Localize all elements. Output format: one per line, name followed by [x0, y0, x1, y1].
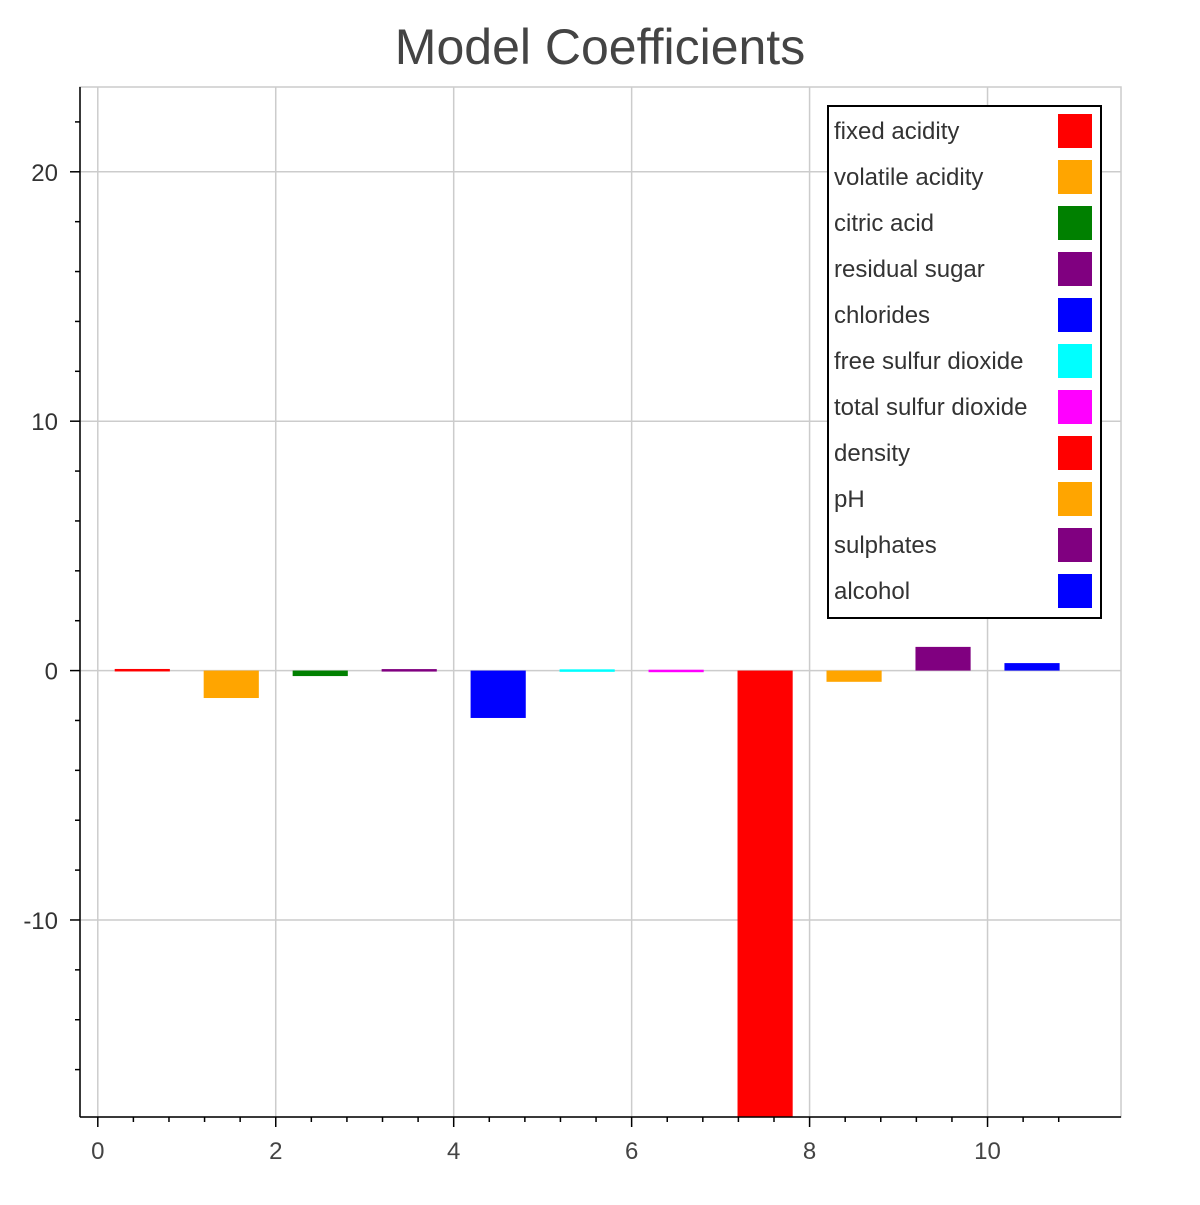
- legend-swatch: [1058, 114, 1092, 148]
- bar-10: [915, 646, 971, 671]
- legend-swatch: [1058, 390, 1092, 424]
- legend-swatch: [1058, 344, 1092, 378]
- legend-swatch: [1058, 482, 1092, 516]
- bar-1: [114, 668, 170, 672]
- legend-swatch: [1058, 252, 1092, 286]
- legend-swatch: [1058, 436, 1092, 470]
- bar-8: [737, 670, 793, 1117]
- legend-label: residual sugar: [834, 256, 985, 283]
- legend-label: fixed acidity: [834, 118, 959, 145]
- x-tick-label: 8: [803, 1138, 816, 1165]
- bar-9: [826, 670, 882, 682]
- y-tick-label: 0: [45, 659, 58, 686]
- legend-swatch: [1058, 574, 1092, 608]
- legend-label: total sulfur dioxide: [834, 394, 1027, 421]
- bar-11: [1004, 663, 1060, 671]
- legend-swatch: [1058, 528, 1092, 562]
- legend-label: alcohol: [834, 578, 910, 605]
- y-tick-label: 20: [31, 160, 58, 187]
- x-tick-label: 2: [269, 1138, 282, 1165]
- bar-7: [648, 669, 704, 673]
- bar-3: [292, 670, 348, 677]
- legend-label: free sulfur dioxide: [834, 348, 1023, 375]
- legend-swatch: [1058, 160, 1092, 194]
- legend-swatch: [1058, 206, 1092, 240]
- bar-2: [203, 670, 259, 699]
- legend-label: density: [834, 440, 910, 467]
- bar-4: [381, 669, 437, 672]
- y-tick-label: -10: [23, 908, 58, 935]
- x-tick-label: 6: [625, 1138, 638, 1165]
- y-tick-label: 10: [31, 409, 58, 436]
- bar-6: [559, 669, 615, 672]
- legend-swatch: [1058, 298, 1092, 332]
- x-tick-label: 4: [447, 1138, 460, 1165]
- x-tick-label: 10: [974, 1138, 1001, 1165]
- legend-box: [827, 105, 1102, 619]
- chart-title: Model Coefficients: [394, 19, 806, 75]
- legend-label: chlorides: [834, 302, 930, 329]
- legend-label: sulphates: [834, 532, 937, 559]
- legend-label: volatile acidity: [834, 164, 983, 191]
- x-tick-label: 0: [91, 1138, 104, 1165]
- bar-5: [470, 670, 526, 718]
- legend-label: citric acid: [834, 210, 934, 237]
- legend-label: pH: [834, 486, 865, 513]
